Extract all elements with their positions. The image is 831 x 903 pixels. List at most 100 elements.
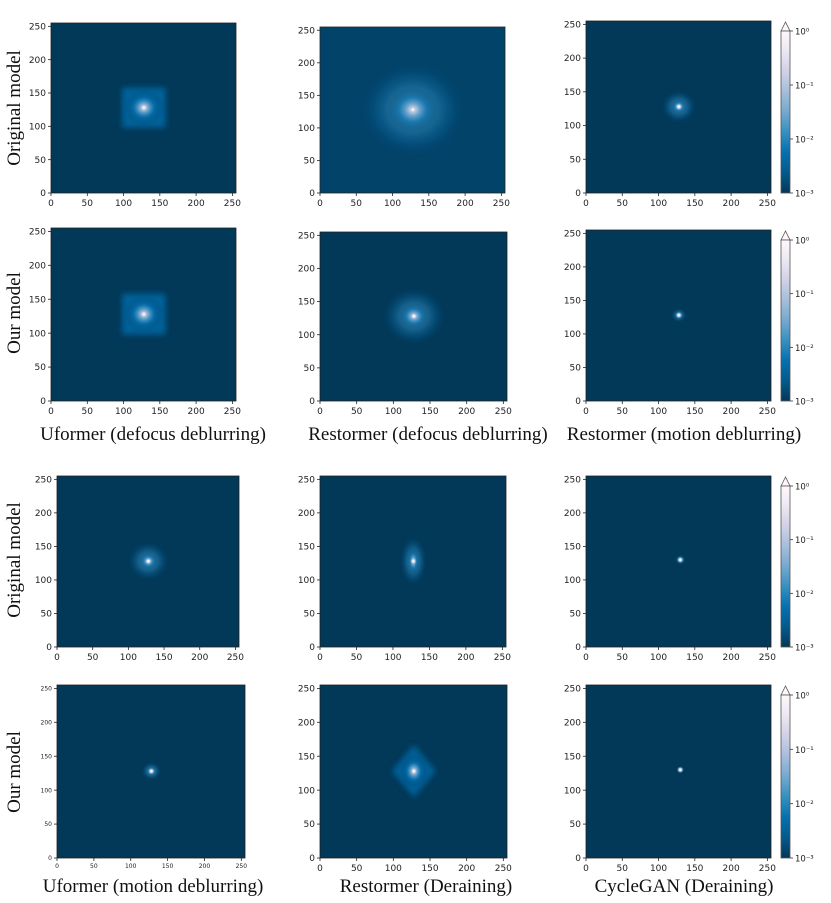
y-tick-label: 0 — [309, 854, 315, 864]
x-tick-label: 150 — [686, 199, 703, 209]
colorbar-tick-label: 10⁰ — [795, 28, 810, 38]
colorbar: 10⁰ 10⁻¹ 10⁻² 10⁻³ — [780, 685, 814, 865]
x-tick-label: 150 — [420, 199, 437, 209]
x-tick-label: 0 — [317, 407, 323, 417]
y-tick-label: 150 — [564, 543, 581, 553]
y-tick-label: 50 — [304, 364, 316, 374]
y-tick-label: 50 — [44, 821, 52, 828]
y-tick-label: 100 — [298, 331, 315, 341]
colorbar-tick-label: 10⁻³ — [795, 398, 814, 408]
y-tick-label: 250 — [35, 476, 52, 486]
x-tick-label: 200 — [458, 407, 475, 417]
x-tick-label: 200 — [199, 863, 211, 870]
x-tick-label: 50 — [617, 653, 629, 663]
y-tick-label: 0 — [575, 189, 581, 199]
colorbar-tick-label: 10⁻² — [795, 136, 814, 146]
col-label-bottom-2: Restormer (Deraining) — [340, 876, 513, 897]
heatmap-panel: 0 50 100 150 200 250 0 50 100 150 200 250 — [41, 684, 247, 870]
x-tick-label: 100 — [385, 407, 402, 417]
axes-frame — [585, 684, 772, 859]
heatmap-content — [674, 554, 687, 566]
axes-frame — [319, 684, 508, 859]
x-tick-label: 200 — [188, 199, 205, 209]
x-tick-label: 250 — [493, 199, 510, 209]
col-label-bottom-3: CycleGAN (Deraining) — [595, 876, 774, 897]
y-tick-label: 200 — [298, 59, 315, 69]
x-tick-label: 250 — [759, 199, 776, 209]
y-tick-label: 0 — [309, 189, 315, 199]
x-tick-label: 100 — [115, 407, 132, 417]
x-tick-label: 50 — [351, 653, 363, 663]
x-tick-label: 250 — [227, 653, 244, 663]
colorbar-bar — [780, 239, 791, 402]
x-tick-label: 100 — [120, 653, 137, 663]
y-tick-label: 50 — [41, 610, 53, 620]
colorbar-tick-label: 10⁻² — [795, 800, 814, 810]
y-tick-label: 0 — [46, 643, 52, 653]
y-tick-label: 250 — [41, 685, 53, 692]
y-tick-label: 50 — [570, 364, 582, 374]
heatmap-content — [399, 535, 428, 587]
x-tick-label: 50 — [87, 653, 99, 663]
x-tick-label: 250 — [759, 407, 776, 417]
heat-peak — [675, 103, 683, 110]
colorbar-tick-label: 10⁰ — [795, 483, 810, 493]
y-tick-label: 250 — [564, 21, 581, 31]
x-tick-label: 200 — [457, 653, 474, 663]
x-tick-label: 0 — [583, 199, 589, 209]
x-tick-label: 100 — [384, 199, 401, 209]
col-label-top-3: Restormer (motion deblurring) — [567, 424, 801, 445]
y-tick-label: 250 — [564, 230, 581, 240]
colorbar-tick-label: 10⁰ — [795, 692, 810, 702]
y-tick-label: 100 — [564, 576, 581, 586]
colorbar-tick-label: 10⁻³ — [795, 190, 814, 200]
colorbar-extend-arrow — [780, 21, 791, 32]
x-tick-label: 200 — [188, 407, 205, 417]
y-tick-label: 200 — [298, 265, 315, 275]
y-tick-label: 50 — [570, 155, 582, 165]
y-tick-label: 100 — [298, 576, 315, 586]
y-tick-label: 100 — [298, 124, 315, 134]
x-tick-label: 100 — [385, 864, 402, 874]
y-tick-label: 150 — [29, 295, 46, 305]
x-tick-label: 0 — [583, 864, 589, 874]
x-tick-label: 200 — [458, 864, 475, 874]
y-tick-label: 150 — [298, 298, 315, 308]
heat-peak — [675, 311, 683, 319]
heat-peak — [677, 766, 684, 774]
heat-peak — [145, 557, 152, 565]
x-tick-label: 150 — [686, 407, 703, 417]
y-tick-label: 150 — [41, 753, 53, 760]
heat-peak — [148, 767, 155, 775]
y-tick-label: 0 — [40, 397, 46, 407]
y-tick-label: 100 — [564, 786, 581, 796]
y-tick-label: 0 — [48, 855, 52, 862]
y-tick-label: 250 — [298, 685, 315, 695]
axes-frame — [585, 475, 772, 648]
x-tick-label: 250 — [759, 864, 776, 874]
heatmap-panel: 0 50 100 150 200 250 0 50 100 150 200 250 — [298, 26, 510, 209]
x-tick-label: 0 — [54, 653, 60, 663]
x-tick-label: 50 — [351, 199, 363, 209]
x-tick-label: 0 — [317, 653, 323, 663]
colorbar-tick-label: 10⁻² — [795, 344, 814, 354]
x-tick-label: 250 — [759, 653, 776, 663]
y-tick-label: 50 — [570, 820, 582, 830]
x-tick-label: 150 — [155, 653, 172, 663]
colorbar-bar — [780, 485, 791, 648]
x-tick-label: 50 — [90, 863, 98, 870]
axes-frame — [50, 22, 237, 194]
x-tick-label: 50 — [351, 407, 363, 417]
y-tick-label: 200 — [564, 509, 581, 519]
x-tick-label: 150 — [421, 653, 438, 663]
heat-peak — [410, 767, 418, 775]
x-tick-label: 50 — [617, 864, 629, 874]
x-tick-label: 0 — [583, 653, 589, 663]
x-tick-label: 100 — [115, 199, 132, 209]
x-tick-label: 0 — [317, 864, 323, 874]
colorbar: 10⁰ 10⁻¹ 10⁻² 10⁻³ — [780, 230, 814, 408]
x-tick-label: 100 — [125, 863, 137, 870]
y-tick-label: 200 — [564, 718, 581, 728]
x-tick-label: 150 — [151, 407, 168, 417]
x-tick-label: 250 — [495, 407, 512, 417]
